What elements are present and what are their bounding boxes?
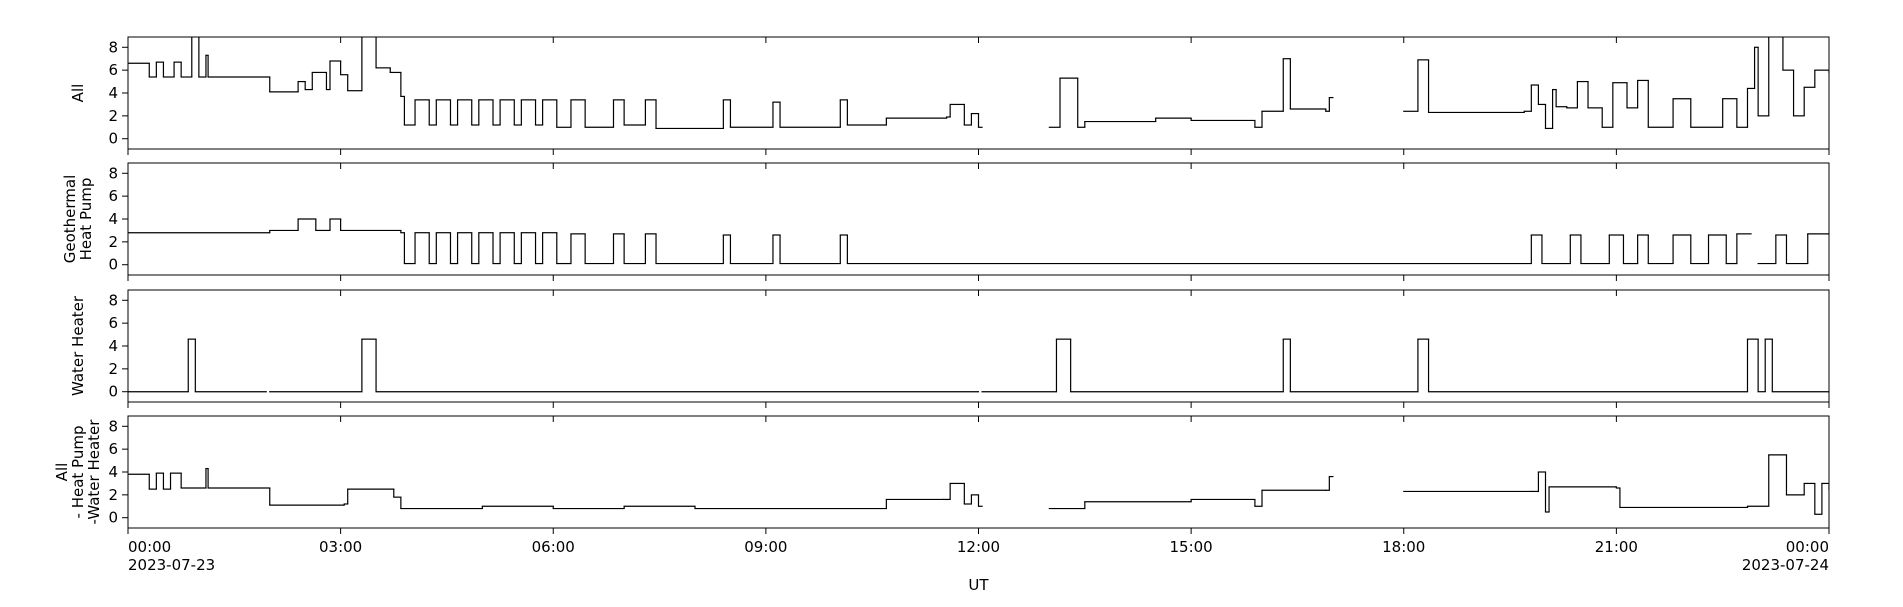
y-tick-label: 0 <box>108 130 118 148</box>
x-tick-label: 18:00 <box>1382 538 1425 556</box>
x-tick-label: 03:00 <box>319 538 362 556</box>
plot-frame <box>127 36 1830 150</box>
y-tick-label: 4 <box>108 463 118 481</box>
x-tick-label: 21:00 <box>1595 538 1638 556</box>
start-date-label: 2023-07-23 <box>128 556 215 574</box>
y-tick-label: 2 <box>108 486 118 504</box>
series <box>128 454 1829 515</box>
y-axis-label: - Heat Pump <box>69 426 87 519</box>
x-tick-label: 00:00 <box>1786 538 1829 556</box>
series <box>128 218 1829 265</box>
y-tick-label: 8 <box>108 38 118 56</box>
x-tick-label: 15:00 <box>1170 538 1213 556</box>
x-tick-label: 00:00 <box>128 538 171 556</box>
y-tick-label: 2 <box>108 107 118 125</box>
x-tick-label: 12:00 <box>957 538 1000 556</box>
end-date-label: 2023-07-24 <box>1742 556 1829 574</box>
y-axis-label: All <box>69 84 87 103</box>
y-axis-label: Heat Pump <box>77 178 95 261</box>
y-tick-label: 6 <box>108 440 118 458</box>
plot-frame <box>127 162 1830 276</box>
y-tick-label: 0 <box>108 509 118 527</box>
y-tick-label: 6 <box>108 187 118 205</box>
y-tick-label: 6 <box>108 314 118 332</box>
y-axis-label: Geothermal <box>61 175 79 264</box>
x-tick-label: 09:00 <box>744 538 787 556</box>
y-tick-label: 4 <box>108 210 118 228</box>
y-tick-label: 2 <box>108 233 118 251</box>
y-tick-label: 0 <box>108 256 118 274</box>
y-axis-label: -Water Heater <box>85 419 103 525</box>
y-tick-label: 8 <box>108 417 118 435</box>
series <box>128 338 1829 393</box>
y-tick-label: 4 <box>108 337 118 355</box>
y-axis-label: Water Heater <box>69 295 87 396</box>
x-tick-label: 06:00 <box>532 538 575 556</box>
x-axis-label: UT <box>968 576 989 594</box>
y-tick-label: 0 <box>108 383 118 401</box>
y-tick-label: 8 <box>108 291 118 309</box>
y-tick-label: 4 <box>108 84 118 102</box>
y-tick-label: 8 <box>108 164 118 182</box>
y-axis-label: All <box>53 463 71 482</box>
series <box>128 37 1829 130</box>
y-tick-label: 6 <box>108 61 118 79</box>
y-tick-label: 2 <box>108 360 118 378</box>
plot-frame <box>127 415 1830 529</box>
plot-frame <box>127 289 1830 403</box>
